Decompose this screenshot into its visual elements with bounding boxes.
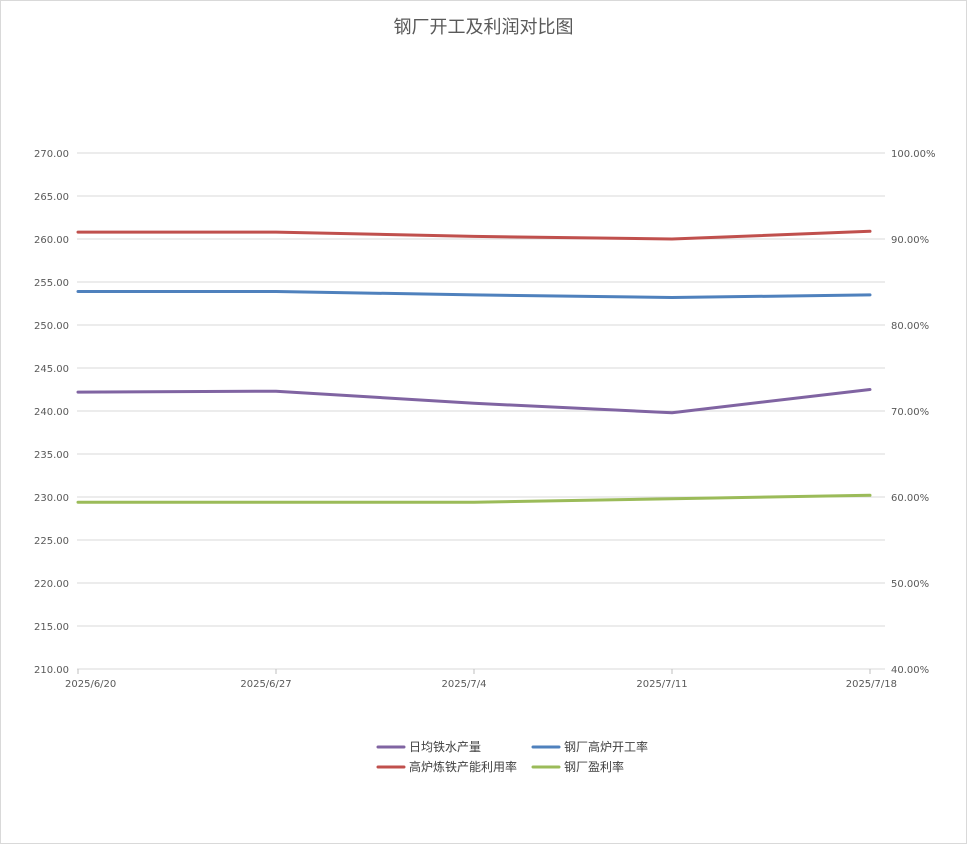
x-tick-label: 2025/6/27	[240, 679, 291, 690]
gridlines	[77, 152, 885, 670]
legend-label: 钢厂盈利率	[564, 759, 624, 774]
x-tick-label: 2025/7/18	[846, 679, 897, 690]
x-tick-label: 2025/6/20	[65, 679, 116, 690]
y-left-tick-label: 210.00	[34, 665, 69, 676]
y-left-tick-label: 245.00	[34, 364, 69, 375]
series-line	[76, 290, 872, 299]
y-left-tick-label: 255.00	[34, 278, 69, 289]
y-left-tick-label: 235.00	[34, 450, 69, 461]
axes: 210.00 215.00 220.00 225.00 230.00 235.00 240.…	[34, 149, 936, 690]
y-left-tick-label: 215.00	[34, 622, 69, 633]
y-right-tick-label: 60.00%	[891, 493, 929, 504]
y-right-tick-label: 40.00%	[891, 665, 929, 676]
y-left-tick-label: 230.00	[34, 493, 69, 504]
legend-label: 钢厂高炉开工率	[564, 739, 648, 754]
y-right-tick-label: 100.00%	[891, 149, 936, 160]
series-line	[76, 388, 872, 415]
y-right-tick-label: 80.00%	[891, 321, 929, 332]
x-tick-label: 2025/7/4	[442, 679, 487, 690]
y-left-tick-label: 265.00	[34, 192, 69, 203]
y-left-tick-label: 260.00	[34, 235, 69, 246]
legend-label: 日均铁水产量	[409, 740, 481, 754]
y-left-tick-label: 250.00	[34, 321, 69, 332]
y-right-tick-label: 70.00%	[891, 407, 929, 418]
y-left-tick-label: 240.00	[34, 407, 69, 418]
legend-label: 高炉炼铁产能利用率	[409, 759, 517, 774]
series-line	[76, 493, 872, 504]
x-tick-label: 2025/7/11	[636, 679, 687, 690]
y-left-tick-label: 220.00	[34, 579, 69, 590]
series-line	[76, 229, 872, 241]
y-right-tick-label: 50.00%	[891, 579, 929, 590]
y-left-tick-label: 270.00	[34, 149, 69, 160]
y-right-tick-label: 90.00%	[891, 235, 929, 246]
chart-title: 钢厂开工及利润对比图	[393, 17, 574, 38]
y-left-tick-label: 225.00	[34, 536, 69, 547]
series-lines	[76, 229, 872, 504]
